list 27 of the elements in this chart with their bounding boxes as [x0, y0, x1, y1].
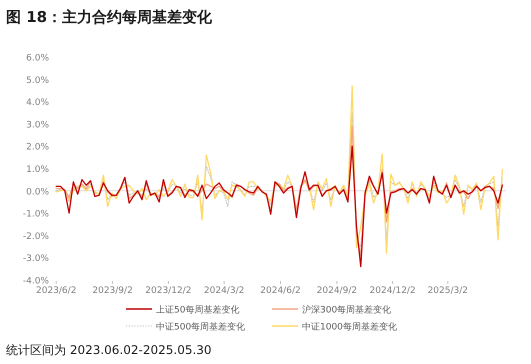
- x-tick-label: 2024/3/2: [204, 286, 244, 296]
- x-tick-label: 2025/3/2: [428, 286, 468, 296]
- text: 统计区间为 2023.06.02-2025.05.30: [6, 343, 212, 357]
- x-tick-label: 2024/6/2: [260, 286, 301, 296]
- y-tick-label: 2.0%: [26, 142, 50, 153]
- y-tick-label: 1.0%: [26, 165, 50, 175]
- x-tick-label: 2024/12/2: [370, 286, 416, 296]
- chart-title: 图 18：主力合约每周基差变化: [6, 8, 214, 26]
- x-tick-label: 2023/6/2: [36, 286, 76, 296]
- x-tick-label: 2023/9/2: [92, 286, 133, 296]
- y-tick-label: 0.0%: [26, 187, 50, 198]
- line-series: [56, 146, 503, 268]
- line-series: [56, 85, 503, 254]
- y-tick-label: -4.0%: [22, 276, 50, 286]
- legend-label: 中证500每周基差变化: [156, 322, 246, 332]
- legend-label: 中证1000每周基差变化: [302, 322, 397, 332]
- y-tick-label: -3.0%: [22, 254, 50, 264]
- legend-label: 上证50每周基差变化: [156, 304, 240, 316]
- y-tick-label: 4.0%: [26, 98, 50, 108]
- x-tick-label: 2023/12/2: [145, 286, 192, 296]
- y-tick-label: 6.0%: [26, 54, 50, 64]
- y-tick-label: 5.0%: [26, 76, 50, 86]
- x-tick-label: 2024/9/2: [316, 286, 358, 296]
- legend-label: 沪深300每周基差变化: [302, 304, 392, 316]
- y-tick-label: 3.0%: [26, 120, 50, 130]
- y-tick-label: -2.0%: [22, 232, 50, 242]
- y-tick-label: -1.0%: [22, 210, 50, 220]
